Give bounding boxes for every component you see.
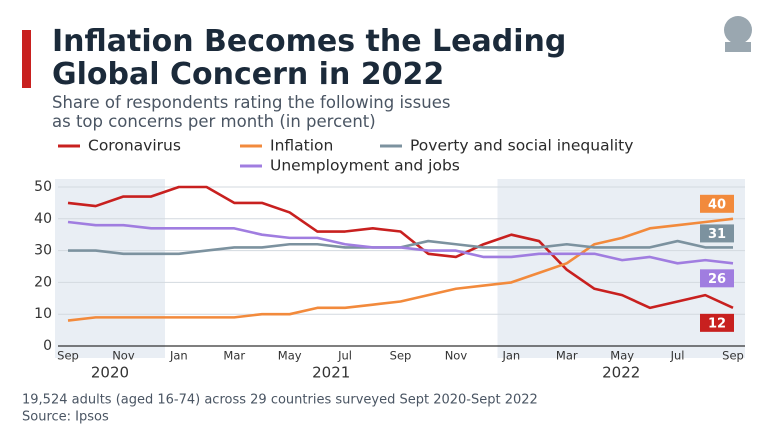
series-line (67, 217, 734, 322)
x-tick-label: Nov (445, 349, 468, 363)
x-tick-label: Sep (390, 349, 412, 363)
series-line (67, 185, 734, 310)
chart-title: Inflation Becomes the Leading (52, 24, 566, 59)
y-tick-label: 20 (34, 274, 52, 290)
title-accent (22, 30, 31, 88)
legend-label: Inflation (270, 137, 333, 155)
y-tick-label: 0 (43, 338, 52, 354)
end-label: 40 (708, 197, 726, 212)
x-tick-label: Mar (556, 349, 578, 363)
y-tick-label: 30 (34, 243, 52, 259)
year-label: 2021 (312, 364, 350, 382)
x-tick-label: Sep (57, 349, 79, 363)
x-tick-label: Nov (112, 349, 135, 363)
logo (724, 16, 752, 52)
legend-label: Unemployment and jobs (270, 157, 460, 175)
chart-title: Global Concern in 2022 (52, 57, 444, 92)
y-tick-label: 40 (34, 211, 52, 227)
legend-label: Coronavirus (88, 137, 181, 155)
x-tick-label: Sep (722, 349, 744, 363)
end-label: 31 (708, 227, 726, 242)
end-label: 26 (708, 272, 726, 287)
x-tick-label: Mar (223, 349, 245, 363)
subtitle: as top concerns per month (in percent) (52, 112, 376, 131)
y-tick-label: 10 (34, 306, 52, 322)
year-band (55, 179, 165, 358)
subtitle: Share of respondents rating the followin… (52, 93, 450, 112)
end-label-box (700, 224, 734, 243)
x-tick-label: Jan (169, 349, 188, 363)
x-tick-label: May (610, 349, 634, 363)
footnote: 19,524 adults (aged 16-74) across 29 cou… (22, 393, 538, 408)
legend-label: Poverty and social inequality (410, 137, 633, 155)
year-label: 2020 (91, 364, 129, 382)
x-tick-label: May (278, 349, 302, 363)
series-line (67, 220, 734, 265)
x-tick-label: Jul (337, 349, 352, 363)
y-tick-label: 50 (34, 179, 52, 195)
x-tick-label: Jul (670, 349, 685, 363)
end-label-box (700, 313, 734, 332)
x-tick-label: Jan (501, 349, 520, 363)
end-label-box (700, 194, 734, 213)
end-label: 12 (708, 316, 726, 331)
source: Source: Ipsos (22, 410, 109, 425)
end-label-box (700, 269, 734, 288)
year-label: 2022 (602, 364, 640, 382)
